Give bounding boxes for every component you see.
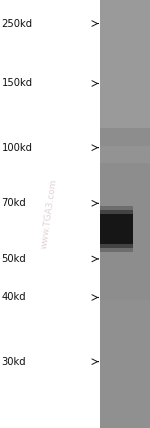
Bar [100,0,150,428]
Text: 30kd: 30kd [2,357,26,367]
Bar [100,206,133,252]
Bar [100,128,150,300]
Text: www.TGA3.com: www.TGA3.com [40,178,59,250]
Bar [100,146,150,163]
Bar [100,0,150,128]
Text: 250kd: 250kd [2,18,33,29]
Text: 100kd: 100kd [2,143,33,153]
Text: 150kd: 150kd [2,78,33,89]
Text: 40kd: 40kd [2,292,26,303]
Text: 50kd: 50kd [2,254,26,264]
Bar [100,214,133,244]
Text: 70kd: 70kd [2,198,26,208]
Bar [100,210,133,248]
